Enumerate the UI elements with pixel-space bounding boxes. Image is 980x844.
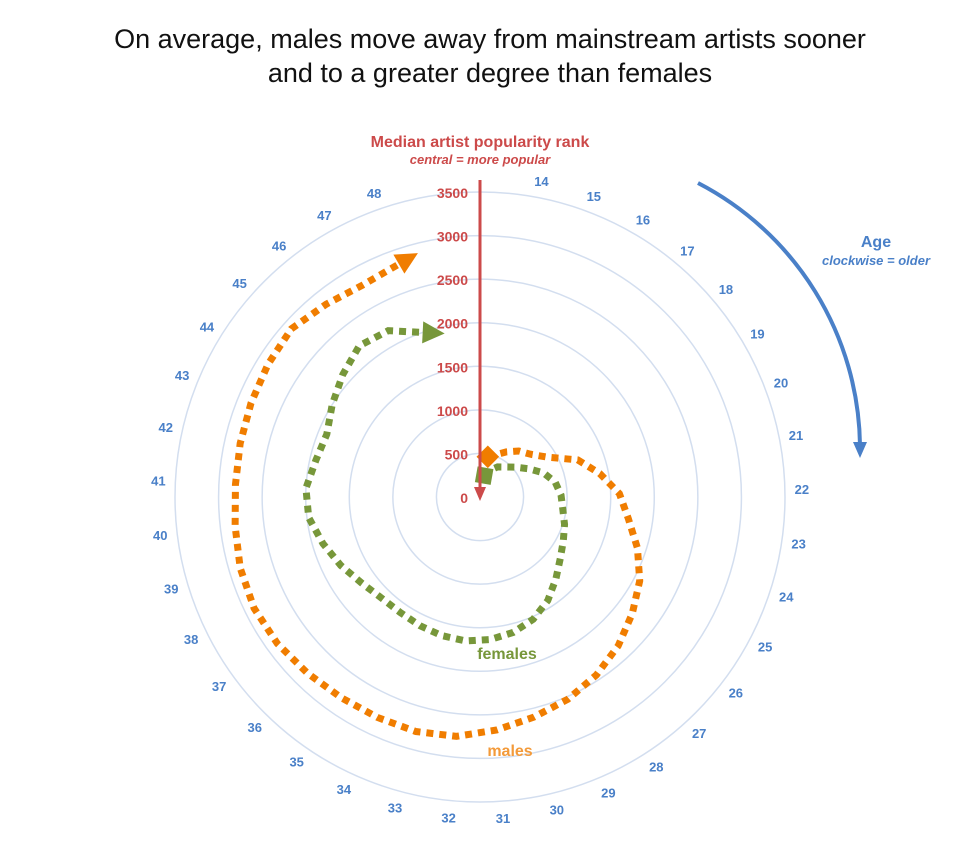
age-tick-label: 17 — [680, 244, 694, 259]
radial-axis-arrowhead — [474, 487, 486, 501]
males-end-arrow — [393, 253, 418, 274]
males-line — [231, 261, 644, 740]
radial-tick-label: 3000 — [437, 229, 468, 245]
males-start-marker — [476, 445, 500, 469]
age-tick-label: 20 — [774, 376, 788, 391]
radial-axis-sublabel: central = more popular — [410, 152, 551, 167]
age-tick-label: 22 — [795, 482, 809, 497]
age-tick-label: 35 — [289, 755, 303, 770]
age-tick-label: 43 — [175, 368, 189, 383]
age-tick-label: 42 — [159, 420, 173, 435]
age-tick-label: 28 — [649, 759, 663, 774]
age-arrow-head — [853, 442, 867, 458]
age-tick-label: 19 — [750, 327, 764, 342]
females-end-arrow — [422, 321, 445, 344]
age-tick-label: 33 — [388, 801, 402, 816]
radial-tick-label: 500 — [445, 446, 469, 462]
age-direction-arrow — [697, 181, 862, 446]
age-tick-label: 38 — [184, 632, 198, 647]
age-tick-label: 39 — [164, 581, 178, 596]
age-tick-label: 47 — [317, 208, 331, 223]
age-tick-label: 41 — [151, 474, 165, 489]
radial-tick-label: 1500 — [437, 359, 468, 375]
age-tick-label: 45 — [232, 276, 246, 291]
age-tick-label: 24 — [779, 590, 794, 605]
age-tick-label: 23 — [791, 536, 805, 551]
age-tick-label: 16 — [636, 212, 650, 227]
radial-tick-label: 3500 — [437, 185, 468, 201]
legend-females: females — [477, 646, 537, 663]
females-start-marker — [474, 466, 494, 485]
age-tick-label: 40 — [153, 528, 167, 543]
age-tick-label: 25 — [758, 640, 772, 655]
age-tick-label: 37 — [212, 679, 226, 694]
age-tick-label: 15 — [587, 189, 601, 204]
age-tick-label: 48 — [367, 186, 381, 201]
age-tick-label: 29 — [601, 785, 615, 800]
age-tick-label: 46 — [272, 238, 286, 253]
age-tick-label: 18 — [719, 282, 733, 297]
angular-axis-label: Age — [861, 234, 891, 251]
age-tick-label: 27 — [692, 726, 706, 741]
age-tick-label: 36 — [247, 720, 261, 735]
radial-tick-label: 2000 — [437, 316, 468, 332]
age-tick-label: 21 — [789, 428, 803, 443]
age-tick-label: 34 — [337, 782, 352, 797]
age-tick-label: 31 — [496, 811, 510, 826]
radial-tick-label: 0 — [460, 490, 468, 506]
radial-tick-label: 1000 — [437, 403, 468, 419]
radial-axis-label: Median artist popularity rank — [371, 134, 590, 151]
age-tick-label: 32 — [441, 810, 455, 825]
chart-title: On average, males move away from mainstr… — [0, 22, 980, 90]
legend-males: males — [487, 743, 532, 760]
radial-tick-label: 2500 — [437, 272, 468, 288]
females-line — [302, 327, 569, 645]
title-line-1: On average, males move away from mainstr… — [114, 24, 866, 54]
angular-axis-sublabel: clockwise = older — [822, 253, 931, 268]
title-line-2: and to a greater degree than females — [267, 58, 713, 88]
age-tick-label: 26 — [729, 686, 743, 701]
age-tick-label: 44 — [200, 319, 215, 334]
age-tick-label: 14 — [534, 174, 549, 189]
age-tick-label: 30 — [550, 803, 564, 818]
